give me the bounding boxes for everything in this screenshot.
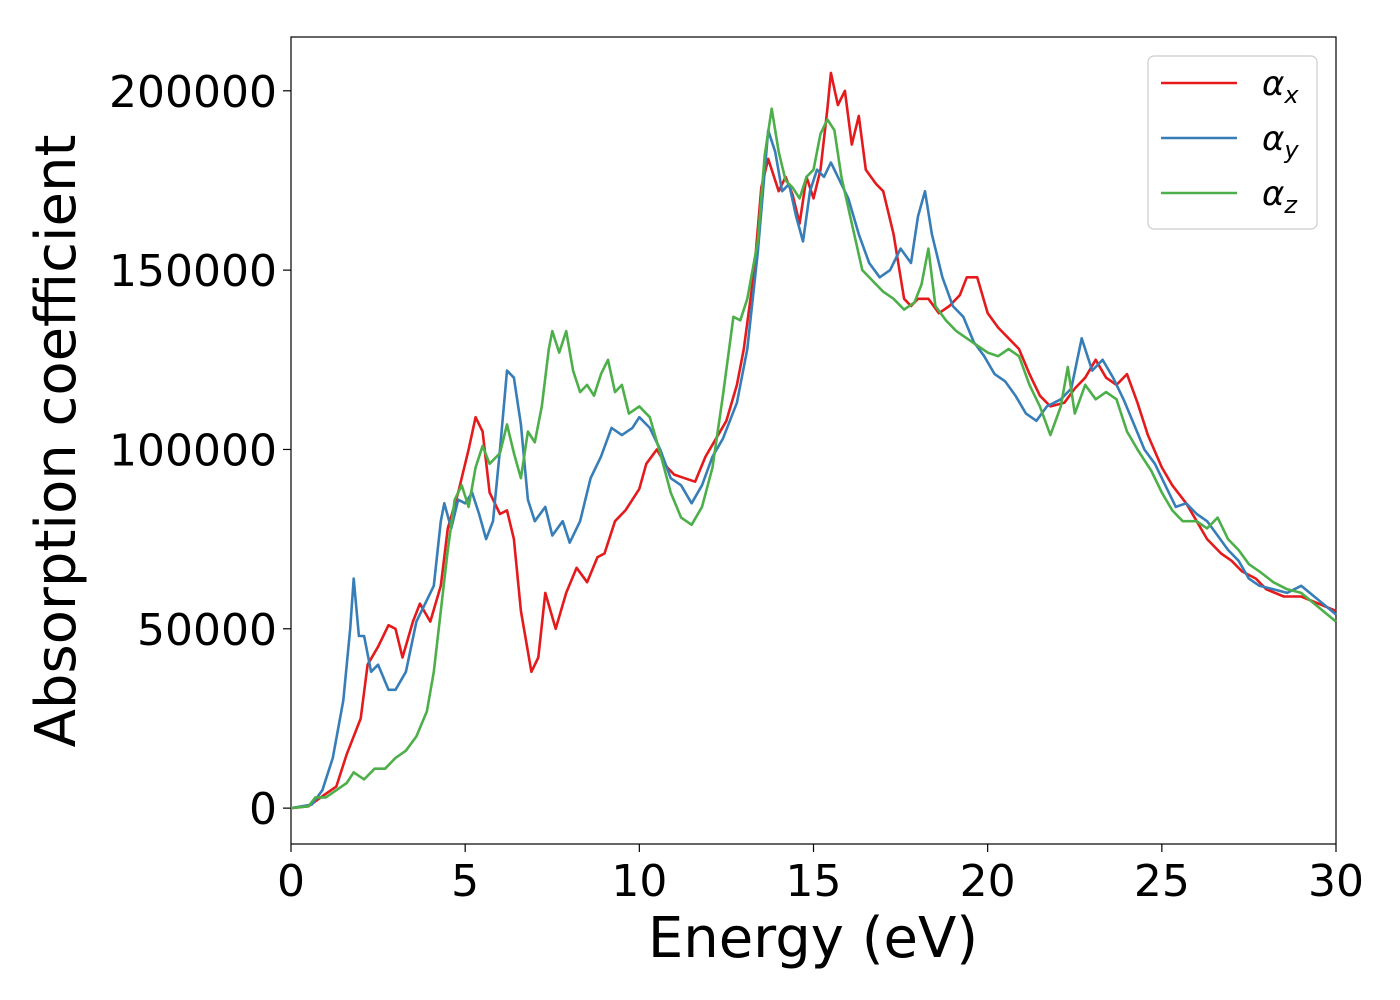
y-axis-ticks: 0 50000 100000 150000 200000 <box>109 67 291 835</box>
legend-subscript: z <box>1283 191 1298 219</box>
x-tick-label: 5 <box>451 856 479 907</box>
legend-box <box>1147 55 1318 230</box>
x-tick-label: 20 <box>960 856 1016 907</box>
legend-subscript: y <box>1283 136 1299 164</box>
x-tick-label: 25 <box>1134 856 1190 907</box>
x-axis-ticks: 0 5 10 15 20 25 30 <box>277 844 1364 907</box>
x-axis-label: Energy (eV) <box>648 906 978 971</box>
series-layer <box>290 71 1337 810</box>
legend-subscript: x <box>1283 81 1299 109</box>
x-tick-label: 0 <box>277 856 305 907</box>
y-axis-label: Absorption coefficient <box>24 135 89 748</box>
y-tick-label: 200000 <box>109 67 277 118</box>
x-tick-label: 30 <box>1308 856 1364 907</box>
y-tick-label: 150000 <box>109 246 277 297</box>
x-tick-label: 15 <box>786 856 842 907</box>
y-tick-label: 50000 <box>137 605 277 656</box>
y-tick-label: 0 <box>249 784 277 835</box>
y-tick-label: 100000 <box>109 425 277 476</box>
series-line-y <box>290 129 1337 810</box>
x-tick-label: 10 <box>611 856 667 907</box>
series-line-z <box>290 107 1337 810</box>
